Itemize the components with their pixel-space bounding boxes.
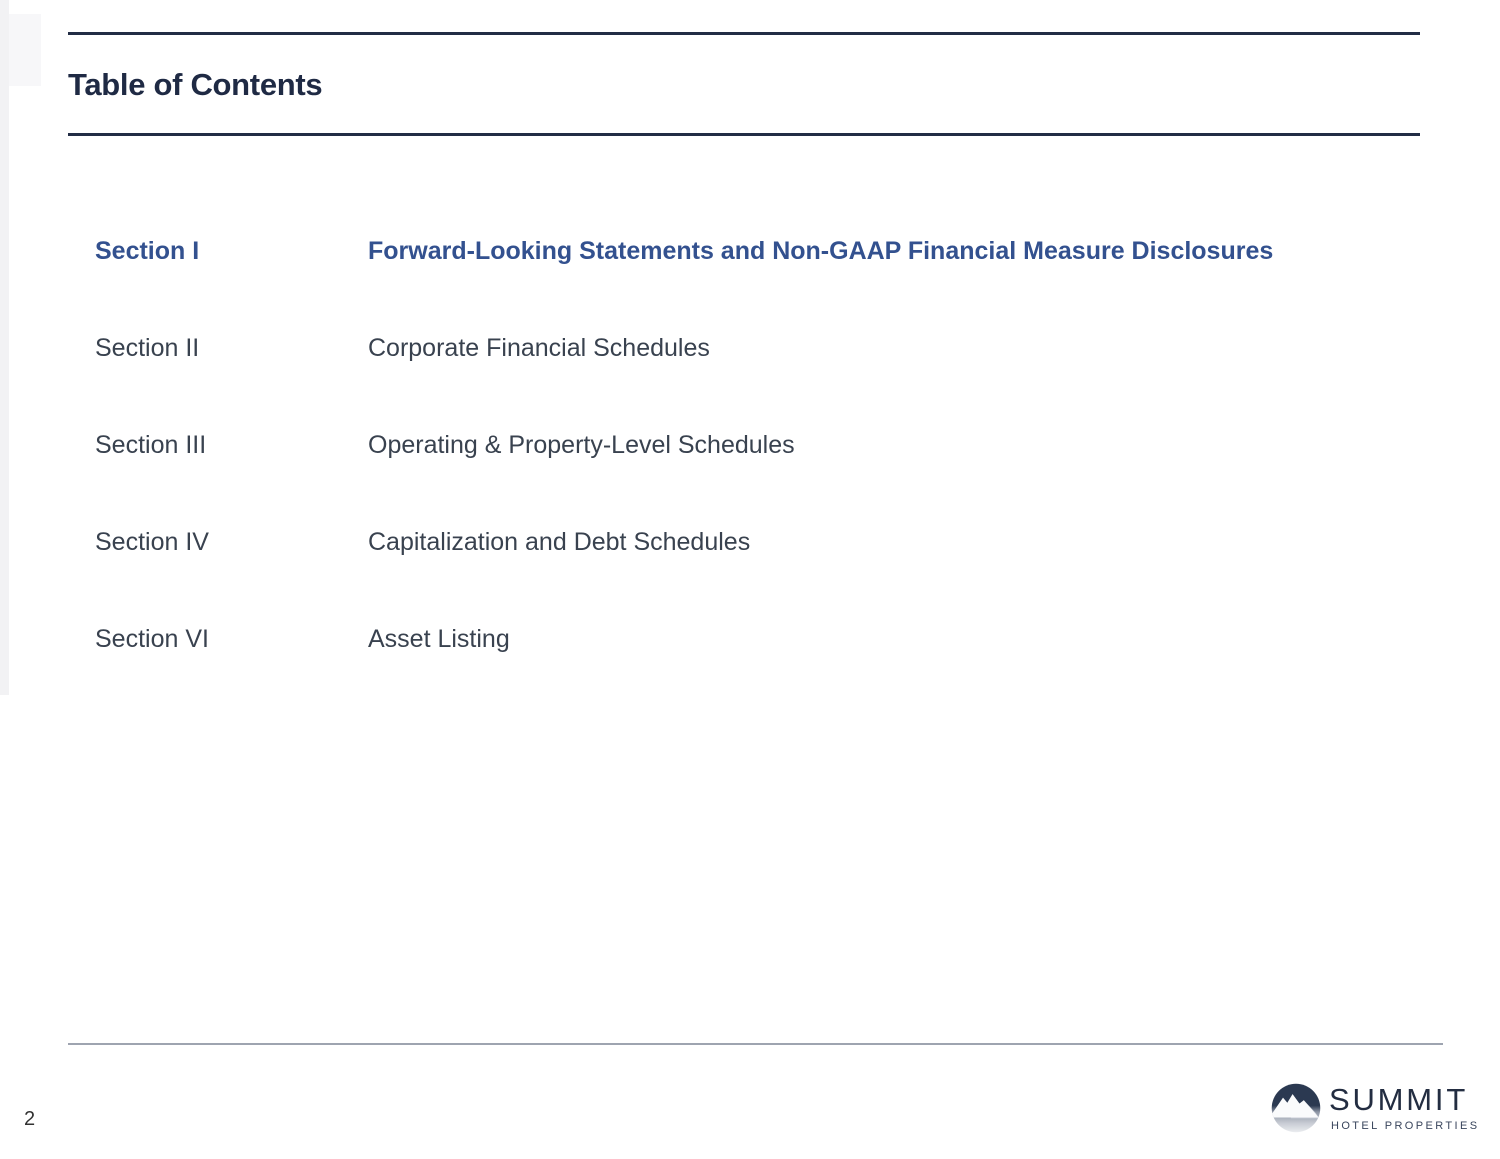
- logo-text: SUMMIT HOTEL PROPERTIES: [1329, 1083, 1479, 1132]
- summit-logo: SUMMIT HOTEL PROPERTIES: [1270, 1082, 1479, 1134]
- page-number: 2: [24, 1108, 36, 1130]
- footer-rule: [68, 1043, 1443, 1045]
- table-of-contents: Section I Forward-Looking Statements and…: [95, 234, 1425, 719]
- logo-tagline: HOTEL PROPERTIES: [1331, 1120, 1480, 1132]
- logo-brand: SUMMIT: [1329, 1082, 1469, 1117]
- page-edge-shade: [0, 0, 9, 695]
- section-label: Section II: [95, 334, 200, 362]
- mountain-circle-icon: [1270, 1082, 1322, 1134]
- section-label: Section III: [95, 431, 207, 459]
- toc-row-section-4[interactable]: Section IV Capitalization and Debt Sched…: [95, 525, 1425, 560]
- toc-row-section-6[interactable]: Section VI Asset Listing: [95, 622, 1425, 657]
- section-label: Section I: [95, 237, 200, 265]
- section-title: Corporate Financial Schedules: [368, 334, 710, 362]
- section-title: Operating & Property-Level Schedules: [368, 431, 795, 459]
- toc-row-section-3[interactable]: Section III Operating & Property-Level S…: [95, 428, 1425, 463]
- section-title: Forward-Looking Statements and Non-GAAP …: [368, 237, 1274, 265]
- section-title: Asset Listing: [368, 625, 510, 653]
- page-title: Table of Contents: [68, 67, 323, 102]
- section-label: Section IV: [95, 528, 209, 556]
- section-label: Section VI: [95, 625, 209, 653]
- section-title: Capitalization and Debt Schedules: [368, 528, 751, 556]
- header-rule-top: [68, 32, 1420, 35]
- toc-row-section-1[interactable]: Section I Forward-Looking Statements and…: [95, 234, 1425, 269]
- page-corner-shade: [9, 14, 41, 86]
- toc-row-section-2[interactable]: Section II Corporate Financial Schedules: [95, 331, 1425, 366]
- header-rule-bottom: [68, 133, 1420, 136]
